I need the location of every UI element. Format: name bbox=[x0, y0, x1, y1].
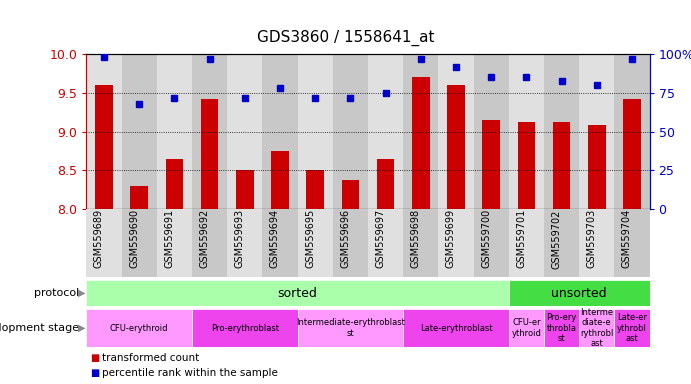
Bar bbox=[122, 54, 157, 209]
Bar bbox=[614, 54, 650, 209]
Text: protocol: protocol bbox=[35, 288, 79, 298]
Text: GSM559698: GSM559698 bbox=[410, 209, 421, 268]
Bar bbox=[509, 309, 544, 347]
Bar bbox=[298, 309, 403, 347]
Text: ■: ■ bbox=[90, 367, 99, 377]
Bar bbox=[403, 54, 438, 209]
Bar bbox=[166, 159, 183, 209]
Bar bbox=[157, 54, 192, 209]
Bar bbox=[614, 309, 650, 347]
Text: ▶: ▶ bbox=[77, 288, 85, 298]
Bar bbox=[271, 151, 289, 209]
Bar bbox=[86, 209, 122, 277]
Text: GSM559691: GSM559691 bbox=[164, 209, 174, 268]
Text: GSM559690: GSM559690 bbox=[129, 209, 139, 268]
Text: GSM559701: GSM559701 bbox=[516, 209, 527, 268]
Bar bbox=[236, 170, 254, 209]
Bar bbox=[438, 54, 473, 209]
Bar bbox=[482, 120, 500, 209]
Text: Pro-erythroblast: Pro-erythroblast bbox=[211, 324, 278, 333]
Text: GSM559699: GSM559699 bbox=[446, 209, 456, 268]
Bar bbox=[201, 99, 218, 209]
Text: percentile rank within the sample: percentile rank within the sample bbox=[102, 367, 278, 377]
Bar bbox=[553, 122, 570, 209]
Bar bbox=[544, 54, 579, 209]
Bar bbox=[509, 54, 544, 209]
Bar bbox=[403, 309, 509, 347]
Text: GSM559693: GSM559693 bbox=[235, 209, 245, 268]
Bar bbox=[509, 209, 544, 277]
Bar bbox=[122, 209, 157, 277]
Text: GSM559696: GSM559696 bbox=[341, 209, 350, 268]
Bar bbox=[473, 54, 509, 209]
Text: ■: ■ bbox=[90, 353, 99, 362]
Bar bbox=[227, 209, 263, 277]
Bar bbox=[263, 209, 298, 277]
Bar bbox=[447, 85, 465, 209]
Bar bbox=[131, 186, 148, 209]
Bar bbox=[518, 122, 535, 209]
Bar bbox=[192, 309, 298, 347]
Text: sorted: sorted bbox=[278, 287, 317, 300]
Bar bbox=[333, 209, 368, 277]
Bar bbox=[298, 209, 333, 277]
Bar bbox=[192, 54, 227, 209]
Text: Pro-ery
throbla
st: Pro-ery throbla st bbox=[547, 313, 577, 343]
Text: GSM559689: GSM559689 bbox=[94, 209, 104, 268]
Bar bbox=[579, 209, 614, 277]
Text: CFU-er
ythroid: CFU-er ythroid bbox=[511, 318, 541, 338]
Text: GSM559694: GSM559694 bbox=[270, 209, 280, 268]
Bar bbox=[588, 126, 605, 209]
Text: ▶: ▶ bbox=[77, 323, 85, 333]
Text: Intermediate-erythroblast
st: Intermediate-erythroblast st bbox=[296, 318, 405, 338]
Text: GSM559704: GSM559704 bbox=[622, 209, 632, 268]
Bar bbox=[263, 54, 298, 209]
Text: transformed count: transformed count bbox=[102, 353, 199, 362]
Bar bbox=[341, 180, 359, 209]
Bar bbox=[368, 209, 403, 277]
Bar bbox=[333, 54, 368, 209]
Bar bbox=[544, 209, 579, 277]
Bar bbox=[306, 170, 324, 209]
Text: CFU-erythroid: CFU-erythroid bbox=[110, 324, 169, 333]
Bar bbox=[403, 209, 438, 277]
Text: development stage: development stage bbox=[0, 323, 79, 333]
Bar bbox=[438, 209, 473, 277]
Text: GSM559695: GSM559695 bbox=[305, 209, 315, 268]
Bar bbox=[544, 309, 579, 347]
Bar bbox=[95, 85, 113, 209]
Text: Late-er
ythrobl
ast: Late-er ythrobl ast bbox=[617, 313, 647, 343]
Bar bbox=[368, 54, 403, 209]
Text: GSM559692: GSM559692 bbox=[200, 209, 209, 268]
Text: unsorted: unsorted bbox=[551, 287, 607, 300]
Text: GSM559697: GSM559697 bbox=[375, 209, 386, 268]
Bar bbox=[86, 280, 509, 306]
Bar bbox=[579, 309, 614, 347]
Bar bbox=[157, 209, 192, 277]
Bar bbox=[86, 309, 192, 347]
Text: GSM559700: GSM559700 bbox=[481, 209, 491, 268]
Bar bbox=[86, 54, 122, 209]
Bar bbox=[298, 54, 333, 209]
Bar bbox=[623, 99, 641, 209]
Text: GSM559703: GSM559703 bbox=[587, 209, 597, 268]
Text: GDS3860 / 1558641_at: GDS3860 / 1558641_at bbox=[257, 30, 434, 46]
Text: Late-erythroblast: Late-erythroblast bbox=[419, 324, 492, 333]
Bar bbox=[509, 280, 650, 306]
Bar bbox=[412, 78, 430, 209]
Bar bbox=[227, 54, 263, 209]
Bar bbox=[192, 209, 227, 277]
Bar bbox=[579, 54, 614, 209]
Bar bbox=[377, 159, 395, 209]
Bar bbox=[614, 209, 650, 277]
Bar bbox=[473, 209, 509, 277]
Text: GSM559702: GSM559702 bbox=[551, 209, 562, 268]
Text: Interme
diate-e
rythrobl
ast: Interme diate-e rythrobl ast bbox=[580, 308, 614, 348]
